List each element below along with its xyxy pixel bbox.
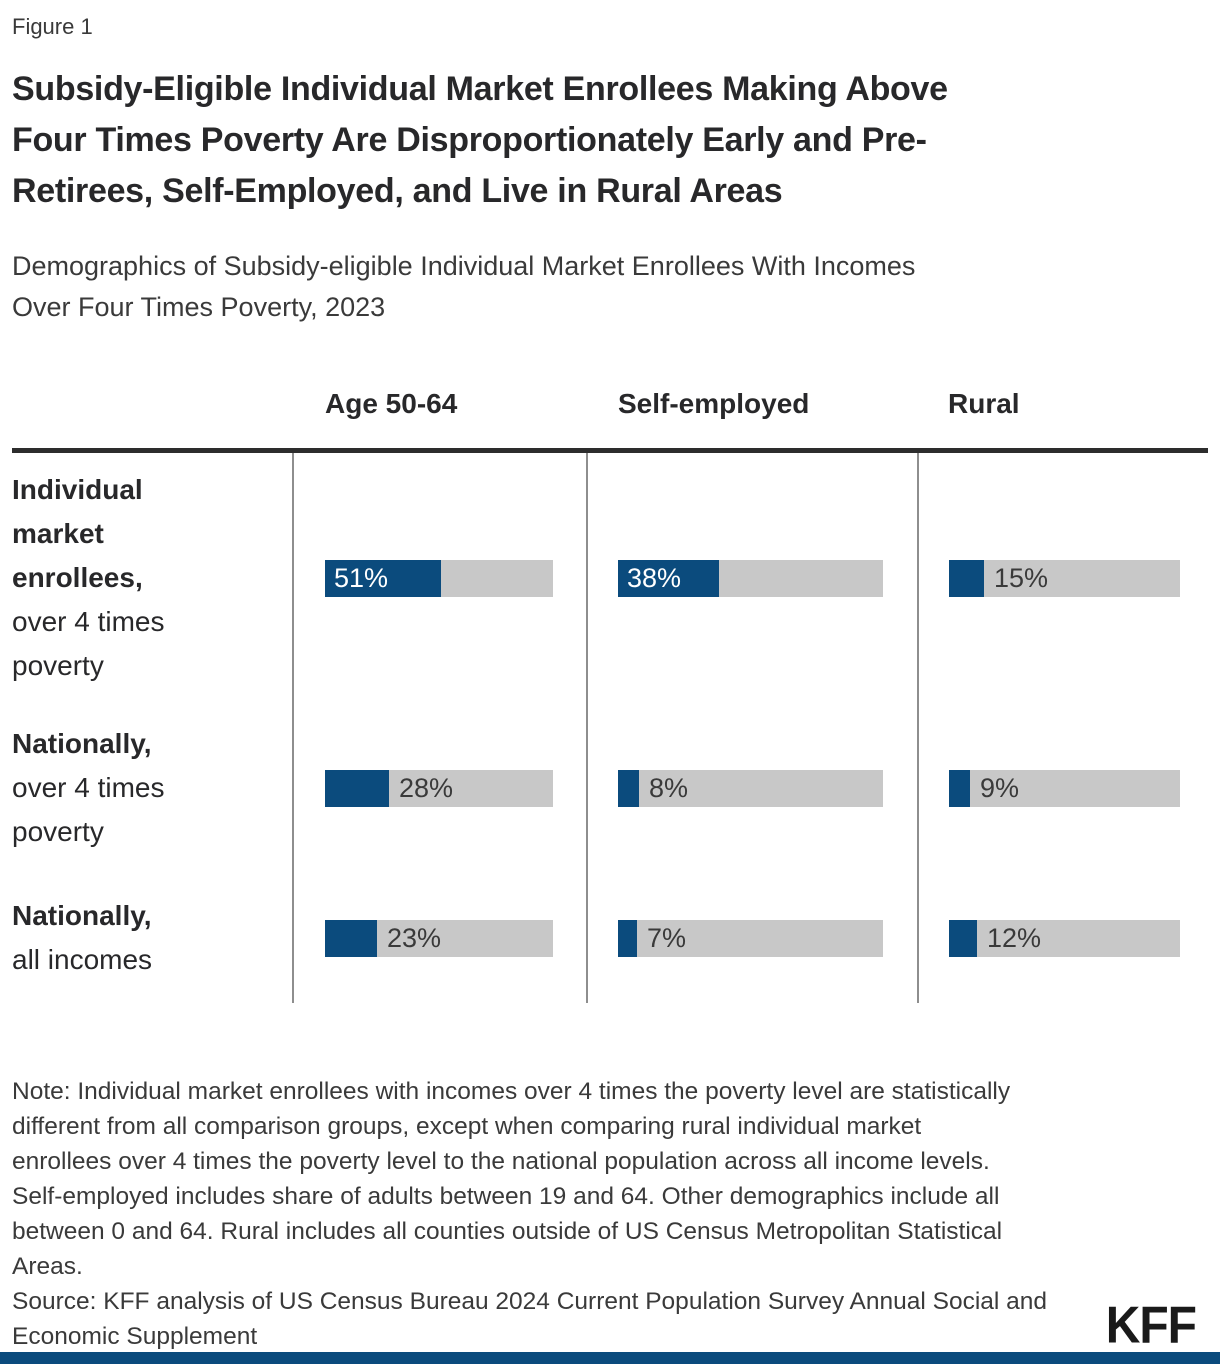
- header-rule: [12, 448, 1208, 453]
- chart-body: Individual market enrollees, over 4 times…: [0, 453, 1220, 1003]
- bar-value-label: 8%: [649, 772, 689, 803]
- bar-track: 9%: [949, 769, 1180, 807]
- bar-fill: [949, 919, 977, 957]
- bar-fill: [325, 769, 389, 807]
- bar-track: 8%: [618, 769, 883, 807]
- column-divider: [292, 453, 294, 1003]
- bar-fill: [618, 769, 639, 807]
- column-header-rural: Rural: [948, 388, 1020, 419]
- bar-track: 28%: [325, 769, 553, 807]
- chart-row: Individual market enrollees, over 4 times…: [0, 453, 1220, 703]
- bar-fill: [618, 559, 719, 597]
- bar-track: 15%: [949, 559, 1180, 597]
- row-label-bold: Nationally,: [12, 728, 152, 759]
- bar-fill: [949, 769, 970, 807]
- bar-value-label: 15%: [994, 562, 1049, 593]
- bar-fill: [618, 919, 637, 957]
- column-header-self-employed: Self-employed: [618, 388, 810, 419]
- bar-track: 7%: [618, 919, 883, 957]
- bar-value-label: 9%: [980, 772, 1020, 803]
- row-label: Individual market enrollees, over 4 times…: [12, 453, 282, 703]
- bar-track: 51%: [325, 559, 553, 597]
- kff-logo: KFF: [1105, 1297, 1197, 1355]
- chart-row: Nationally, over 4 times poverty 28% 8% 9%: [0, 703, 1220, 873]
- row-label-bold: Nationally,: [12, 900, 152, 931]
- note-text: Note: Individual market enrollees with i…: [12, 1078, 1011, 1280]
- figure-label: Figure 1: [12, 14, 93, 39]
- bar-value-label: 23%: [387, 922, 442, 953]
- row-label: Nationally, over 4 times poverty: [12, 703, 282, 873]
- bar-value-label: 28%: [399, 772, 454, 803]
- row-label-rest: all incomes: [12, 944, 153, 975]
- row-label: Nationally, all incomes: [12, 873, 282, 1003]
- bar-value-label: 12%: [987, 922, 1042, 953]
- bar-fill: [949, 559, 984, 597]
- row-label-rest: over 4 times poverty: [12, 606, 165, 681]
- row-label-rest: over 4 times poverty: [12, 772, 165, 847]
- column-divider: [917, 453, 919, 1003]
- chart-row: Nationally, all incomes 23% 7% 12%: [0, 873, 1220, 1003]
- bar-fill: [325, 559, 441, 597]
- source-text: Source: KFF analysis of US Census Bureau…: [12, 1288, 1048, 1350]
- row-label-bold: Individual market enrollees,: [12, 474, 143, 593]
- bar-track: 12%: [949, 919, 1180, 957]
- column-divider: [586, 453, 588, 1003]
- bar-track: 23%: [325, 919, 553, 957]
- bar-fill: [325, 919, 377, 957]
- bar-value-label: 51%: [334, 562, 389, 593]
- footer-brand-band: [0, 1352, 1220, 1364]
- chart-subtitle: Demographics of Subsidy-eligible Individ…: [12, 251, 916, 322]
- bar-value-label: 38%: [627, 562, 682, 593]
- chart-title: Subsidy-Eligible Individual Market Enrol…: [12, 70, 948, 210]
- column-header-age-50-64: Age 50-64: [325, 388, 458, 419]
- bar-track: 38%: [618, 559, 883, 597]
- bar-value-label: 7%: [647, 922, 687, 953]
